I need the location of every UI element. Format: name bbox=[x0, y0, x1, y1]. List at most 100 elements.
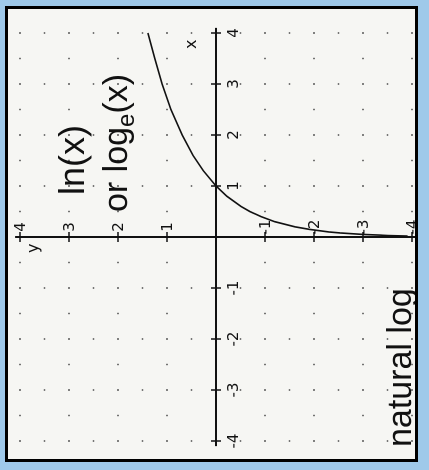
x-tick-label: -3 bbox=[224, 383, 242, 398]
grid-dot bbox=[362, 287, 364, 289]
grid-dot bbox=[386, 338, 389, 340]
grid-dot bbox=[411, 159, 413, 162]
grid-dot bbox=[288, 440, 291, 442]
grid-dot bbox=[117, 210, 119, 213]
grid-dot bbox=[362, 32, 364, 34]
grid-dot bbox=[117, 363, 119, 366]
grid-dot bbox=[411, 287, 413, 289]
grid-dot bbox=[264, 83, 266, 85]
grid-dot bbox=[362, 108, 364, 111]
grid-dot bbox=[141, 83, 144, 85]
grid-dot bbox=[166, 134, 168, 136]
grid-dot bbox=[19, 57, 21, 60]
grid-dot bbox=[19, 108, 21, 111]
grid-dot bbox=[68, 363, 70, 366]
grid-dot bbox=[68, 287, 70, 289]
grid-dot bbox=[313, 57, 315, 60]
grid-dot bbox=[288, 287, 291, 289]
grid-dot bbox=[362, 134, 364, 136]
grid-dot bbox=[288, 134, 291, 136]
grid-dot bbox=[166, 389, 168, 391]
title-subscript-e: e bbox=[113, 114, 140, 127]
grid-dot bbox=[19, 210, 21, 213]
grid-dot bbox=[386, 185, 389, 187]
y-tick-label: 4 bbox=[11, 222, 29, 232]
grid-dot bbox=[141, 389, 144, 391]
grid-dot bbox=[43, 32, 46, 34]
grid-dot bbox=[166, 414, 168, 417]
grid-dot bbox=[362, 261, 364, 264]
grid-dot bbox=[264, 414, 266, 417]
grid-dot bbox=[19, 32, 21, 34]
image-frame: -4 -3 -2 -1 1 2 3 4 -4 -3 -2 -1 1 2 3 4 x y ln(x) or lo… bbox=[5, 6, 418, 462]
grid-dot bbox=[239, 134, 242, 136]
grid-dot bbox=[190, 134, 193, 136]
grid-dot bbox=[166, 83, 168, 85]
grid-dot bbox=[43, 338, 46, 340]
grid-dot bbox=[166, 312, 168, 315]
grid-dot bbox=[411, 185, 413, 187]
grid-dot bbox=[288, 389, 291, 391]
x-tick-label: 3 bbox=[224, 79, 242, 89]
grid-dot bbox=[166, 338, 168, 340]
grid-dot bbox=[68, 338, 70, 340]
grid-dot bbox=[166, 57, 168, 60]
grid-dot bbox=[264, 57, 266, 60]
grid-dot bbox=[411, 440, 413, 442]
grid-dot bbox=[117, 83, 119, 85]
grid-dot bbox=[362, 159, 364, 162]
grid-dot bbox=[313, 389, 315, 391]
grid-dot bbox=[313, 32, 315, 34]
grid-dot bbox=[337, 32, 340, 34]
tick-labels: -4 -3 -2 -1 1 2 3 4 -4 -3 -2 -1 1 2 3 4 bbox=[11, 28, 415, 448]
grid-dot bbox=[19, 389, 21, 391]
grid-dot bbox=[411, 134, 413, 136]
x-tick-label: -2 bbox=[224, 332, 242, 347]
grid-dot bbox=[264, 363, 266, 366]
grid-dot bbox=[362, 338, 364, 340]
grid-dot bbox=[190, 32, 193, 34]
grid-dot bbox=[313, 414, 315, 417]
grid-dot bbox=[239, 287, 242, 289]
grid-dot bbox=[288, 32, 291, 34]
grid-dot bbox=[313, 210, 315, 213]
grid-dot bbox=[19, 363, 21, 366]
grid-dot bbox=[264, 312, 266, 315]
grid-dot bbox=[386, 32, 389, 34]
grid-dot bbox=[68, 261, 70, 264]
grid-dot bbox=[19, 261, 21, 264]
grid-dot bbox=[92, 83, 95, 85]
grid-dot bbox=[117, 312, 119, 315]
grid-dot bbox=[166, 287, 168, 289]
grid-dot bbox=[117, 338, 119, 340]
grid-dot bbox=[411, 338, 413, 340]
grid-dot bbox=[68, 185, 70, 187]
grid-dot bbox=[19, 83, 21, 85]
grid-dot bbox=[190, 287, 193, 289]
x-tick-label: 1 bbox=[224, 181, 242, 191]
grid-dot bbox=[68, 134, 70, 136]
grid-dot bbox=[239, 185, 242, 187]
grid-dot bbox=[411, 83, 413, 85]
grid-dot bbox=[386, 83, 389, 85]
grid-dot bbox=[362, 389, 364, 391]
grid-dot bbox=[68, 108, 70, 111]
grid-dot bbox=[166, 261, 168, 264]
grid-dot bbox=[19, 185, 21, 187]
y-tick-label: -2 bbox=[305, 220, 323, 235]
grid-dot bbox=[411, 57, 413, 60]
grid-dot bbox=[362, 185, 364, 187]
grid-dot bbox=[141, 338, 144, 340]
grid-dot bbox=[117, 287, 119, 289]
grid-dot bbox=[117, 261, 119, 264]
grid-dot bbox=[264, 287, 266, 289]
grid-dot bbox=[313, 185, 315, 187]
grid-dot bbox=[19, 287, 21, 289]
grid-dot bbox=[92, 185, 95, 187]
grid-dot bbox=[264, 210, 266, 213]
grid-dot bbox=[386, 389, 389, 391]
y-tick-label: -3 bbox=[354, 220, 372, 235]
grid-dot bbox=[43, 83, 46, 85]
grid-dot bbox=[19, 414, 21, 417]
grid-dot bbox=[141, 32, 144, 34]
